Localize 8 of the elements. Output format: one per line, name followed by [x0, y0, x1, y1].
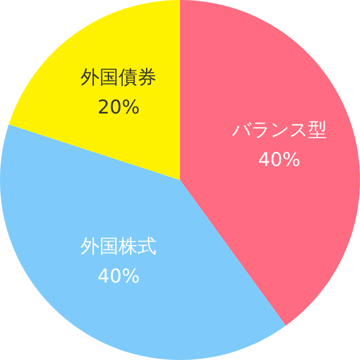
data-label: 20% — [98, 96, 140, 119]
pie-slice — [180, 0, 360, 326]
slice-label: バランス型 — [230, 118, 327, 141]
data-label: 40% — [258, 148, 300, 171]
slice-label: 外国株式 — [80, 235, 157, 258]
slice-label: 外国債券 — [80, 66, 157, 89]
data-label: 40% — [98, 265, 140, 288]
pie-slice — [8, 0, 180, 180]
